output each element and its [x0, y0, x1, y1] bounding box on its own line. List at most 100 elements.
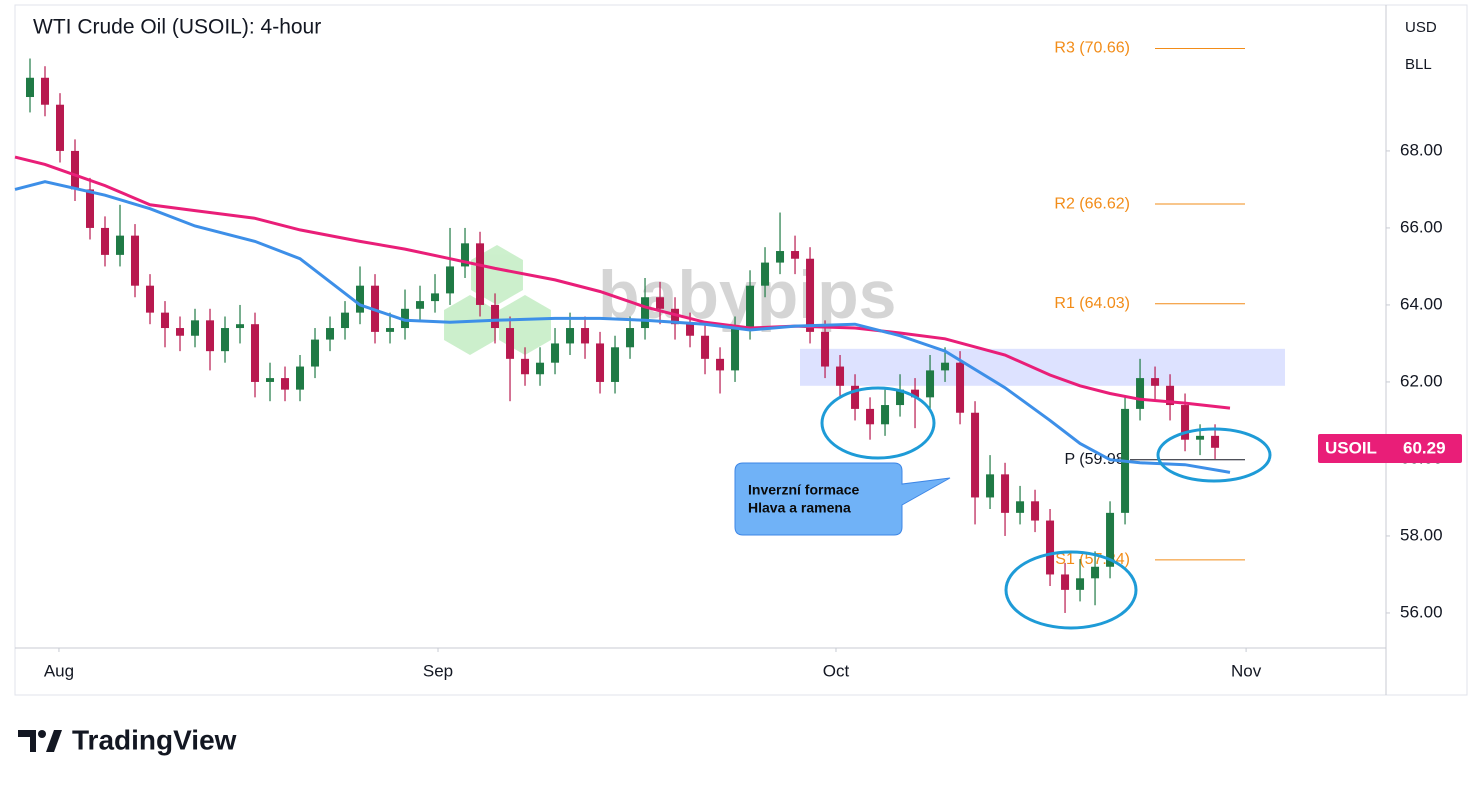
- candle-body: [386, 328, 395, 332]
- candle-body: [866, 408, 875, 425]
- y-tick-label: 68.00: [1400, 140, 1443, 159]
- pivot-label: P (59.98): [1064, 451, 1130, 468]
- x-tick-label: Nov: [1231, 661, 1262, 680]
- candle-body: [911, 389, 920, 398]
- candle-body: [746, 285, 755, 329]
- candle-body: [176, 328, 185, 336]
- candle-body: [536, 362, 545, 375]
- candle-body: [686, 324, 695, 336]
- candle-body: [161, 312, 170, 329]
- head-ellipse: [1004, 550, 1138, 630]
- y-tick-label: 66.00: [1400, 217, 1443, 236]
- candle-body: [761, 262, 770, 286]
- logo-text: TradingView: [72, 724, 237, 755]
- candle-body: [881, 405, 890, 425]
- resistance-zone: [800, 348, 1285, 386]
- candle-body: [1196, 435, 1205, 440]
- callout-text: Inverzní formace: [748, 482, 859, 498]
- unit-label: BLL: [1405, 56, 1432, 73]
- logo-icon: [18, 730, 62, 752]
- candle-body: [131, 235, 140, 286]
- candle-body: [341, 312, 350, 329]
- candle-body: [671, 308, 680, 325]
- y-tick-label: 64.00: [1400, 294, 1443, 313]
- candle-body: [1166, 385, 1175, 406]
- candle-body: [641, 297, 650, 329]
- candle-body: [896, 389, 905, 406]
- candle-body: [551, 343, 560, 363]
- candle-body: [521, 358, 530, 375]
- candle-body: [1046, 520, 1055, 575]
- candle-body: [986, 474, 995, 498]
- candle-body: [956, 362, 965, 413]
- x-tick-label: Oct: [823, 661, 850, 680]
- candle-body: [221, 328, 230, 352]
- candle-body: [476, 243, 485, 305]
- candle-body: [1076, 578, 1085, 590]
- candle-body: [626, 328, 635, 348]
- candle-body: [1001, 474, 1010, 513]
- x-tick-label: Aug: [44, 661, 74, 680]
- candle-body: [116, 235, 125, 255]
- candle-body: [656, 297, 665, 309]
- moving-average: [14, 155, 1231, 410]
- candle-body: [791, 251, 800, 259]
- currency-label: USD: [1405, 19, 1437, 36]
- chart-title: WTI Crude Oil (USOIL): 4-hour: [33, 16, 321, 39]
- candle-body: [1181, 405, 1190, 440]
- candle-body: [491, 304, 500, 329]
- candle-body: [431, 293, 440, 302]
- candle-body: [266, 378, 275, 382]
- candle-body: [776, 251, 785, 263]
- candle-body: [101, 227, 110, 255]
- callout-text: Hlava a ramena: [748, 500, 851, 516]
- candle-body: [926, 370, 935, 398]
- candle-body: [701, 335, 710, 359]
- candle-body: [971, 412, 980, 498]
- candle-body: [1106, 512, 1115, 567]
- x-tick-label: Sep: [423, 661, 453, 680]
- candle-body: [611, 347, 620, 382]
- candle-body: [191, 320, 200, 336]
- y-tick-label: 58.00: [1400, 525, 1443, 544]
- candle-body: [836, 366, 845, 386]
- candle-body: [1091, 566, 1100, 579]
- price-tag-value: 60.29: [1403, 438, 1446, 457]
- candle-body: [821, 331, 830, 367]
- candle-body: [86, 189, 95, 228]
- price-tag-symbol: USOIL: [1325, 438, 1377, 457]
- left-shoulder-ellipse: [820, 386, 936, 460]
- candle-body: [401, 308, 410, 329]
- candle-body: [416, 301, 425, 309]
- candle-body: [206, 320, 215, 352]
- candle-body: [281, 378, 290, 390]
- candle-body: [1061, 574, 1070, 590]
- right-shoulder-ellipse: [1156, 427, 1272, 483]
- candle-body: [506, 328, 515, 359]
- candle-body: [731, 328, 740, 371]
- pivot-label: R1 (64.03): [1054, 295, 1130, 312]
- candle-body: [236, 324, 245, 329]
- candle-body: [566, 328, 575, 344]
- candle-body: [71, 150, 80, 190]
- moving-average: [14, 180, 1231, 474]
- candle-body: [581, 328, 590, 344]
- candle-body: [41, 77, 50, 105]
- candle-body: [326, 328, 335, 340]
- candle-body: [716, 358, 725, 371]
- price-tag: [1318, 434, 1462, 463]
- candle-body: [446, 266, 455, 294]
- plot-marks: [14, 58, 1231, 613]
- candle-body: [1016, 501, 1025, 513]
- candle-body: [1151, 378, 1160, 386]
- callout-box: [734, 462, 951, 536]
- candle-body: [851, 385, 860, 409]
- candle-body: [296, 366, 305, 390]
- y-tick-label: 62.00: [1400, 371, 1443, 390]
- candle-body: [356, 285, 365, 313]
- watermark-hexagon: [444, 295, 496, 355]
- candle-body: [311, 339, 320, 367]
- candle-body: [1136, 378, 1145, 409]
- candle-body: [806, 258, 815, 332]
